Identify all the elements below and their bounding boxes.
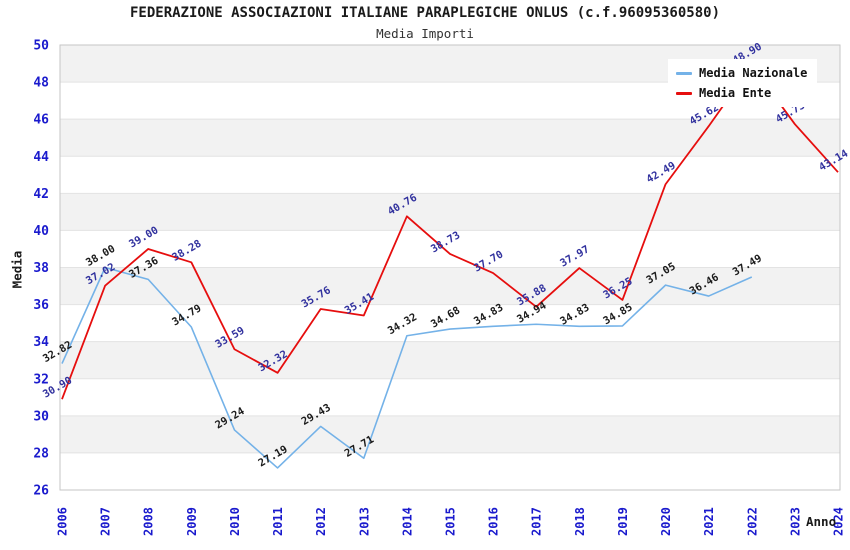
grid-band (60, 193, 840, 231)
y-tick-label: 30 (33, 409, 49, 424)
y-tick-label: 48 (33, 76, 49, 91)
series-line-media-ente (61, 64, 839, 400)
series-line-media-nazionale (61, 266, 753, 469)
x-tick-label: 2022 (745, 507, 759, 536)
legend-label-media-nazionale: Media Nazionale (699, 66, 808, 80)
x-tick-label: 2015 (444, 507, 458, 536)
y-tick-label: 38 (33, 261, 49, 276)
x-tick-label: 2013 (357, 507, 371, 536)
x-tick-label: 2016 (487, 507, 501, 536)
point-label: 34.68 (429, 304, 462, 330)
y-tick-label: 26 (33, 484, 49, 499)
x-tick-label: 2008 (142, 507, 156, 536)
legend-item-media-nazionale: Media Nazionale (676, 65, 807, 81)
grid-band (60, 341, 840, 379)
y-tick-label: 40 (33, 224, 49, 239)
y-tick-label: 50 (33, 39, 49, 54)
legend-swatch-media-nazionale (676, 71, 692, 75)
y-tick-label: 36 (33, 298, 49, 313)
chart-subtitle: Media Importi (376, 26, 474, 41)
y-axis-label: Media (9, 250, 25, 289)
legend-item-media-ente: Media Ente (676, 85, 807, 101)
point-label: 34.32 (386, 311, 419, 337)
legend: Media Nazionale Media Ente (668, 59, 818, 107)
x-tick-label: 2014 (400, 507, 414, 536)
legend-swatch-media-ente (676, 91, 692, 95)
x-tick-label: 2023 (788, 507, 802, 536)
x-tick-label: 2009 (185, 507, 199, 536)
point-label: 37.97 (558, 243, 591, 269)
y-tick-label: 28 (33, 446, 49, 461)
x-tick-label: 2020 (659, 507, 673, 536)
grid-band (60, 267, 840, 305)
x-tick-label: 2024 (832, 507, 846, 536)
x-tick-label: 2010 (228, 507, 242, 536)
x-axis-label: Anno (806, 514, 837, 529)
grid-band (60, 415, 840, 453)
plot-border (59, 44, 841, 491)
x-tick-label: 2012 (314, 507, 328, 536)
x-tick-label: 2017 (530, 507, 544, 536)
y-tick-label: 42 (33, 187, 49, 202)
point-label: 34.83 (558, 302, 591, 328)
y-tick-label: 32 (33, 372, 49, 387)
point-label: 34.79 (170, 302, 203, 328)
point-label: 38.73 (429, 229, 462, 255)
x-tick-label: 2011 (271, 507, 285, 536)
point-label: 42.49 (644, 160, 677, 186)
point-label: 34.83 (472, 302, 505, 328)
grid-band (60, 119, 840, 157)
x-tick-label: 2021 (702, 507, 716, 536)
y-tick-label: 44 (33, 150, 49, 165)
y-tick-label: 34 (33, 335, 49, 350)
legend-label-media-ente: Media Ente (699, 86, 772, 100)
chart-title: FEDERAZIONE ASSOCIAZIONI ITALIANE PARAPL… (129, 5, 720, 21)
x-tick-label: 2019 (616, 507, 630, 536)
x-tick-label: 2006 (56, 507, 70, 536)
x-tick-label: 2018 (573, 507, 587, 536)
point-label: 38.28 (170, 238, 203, 264)
point-label: 34.85 (601, 301, 634, 327)
x-tick-label: 2007 (99, 507, 113, 536)
y-tick-label: 46 (33, 113, 49, 128)
